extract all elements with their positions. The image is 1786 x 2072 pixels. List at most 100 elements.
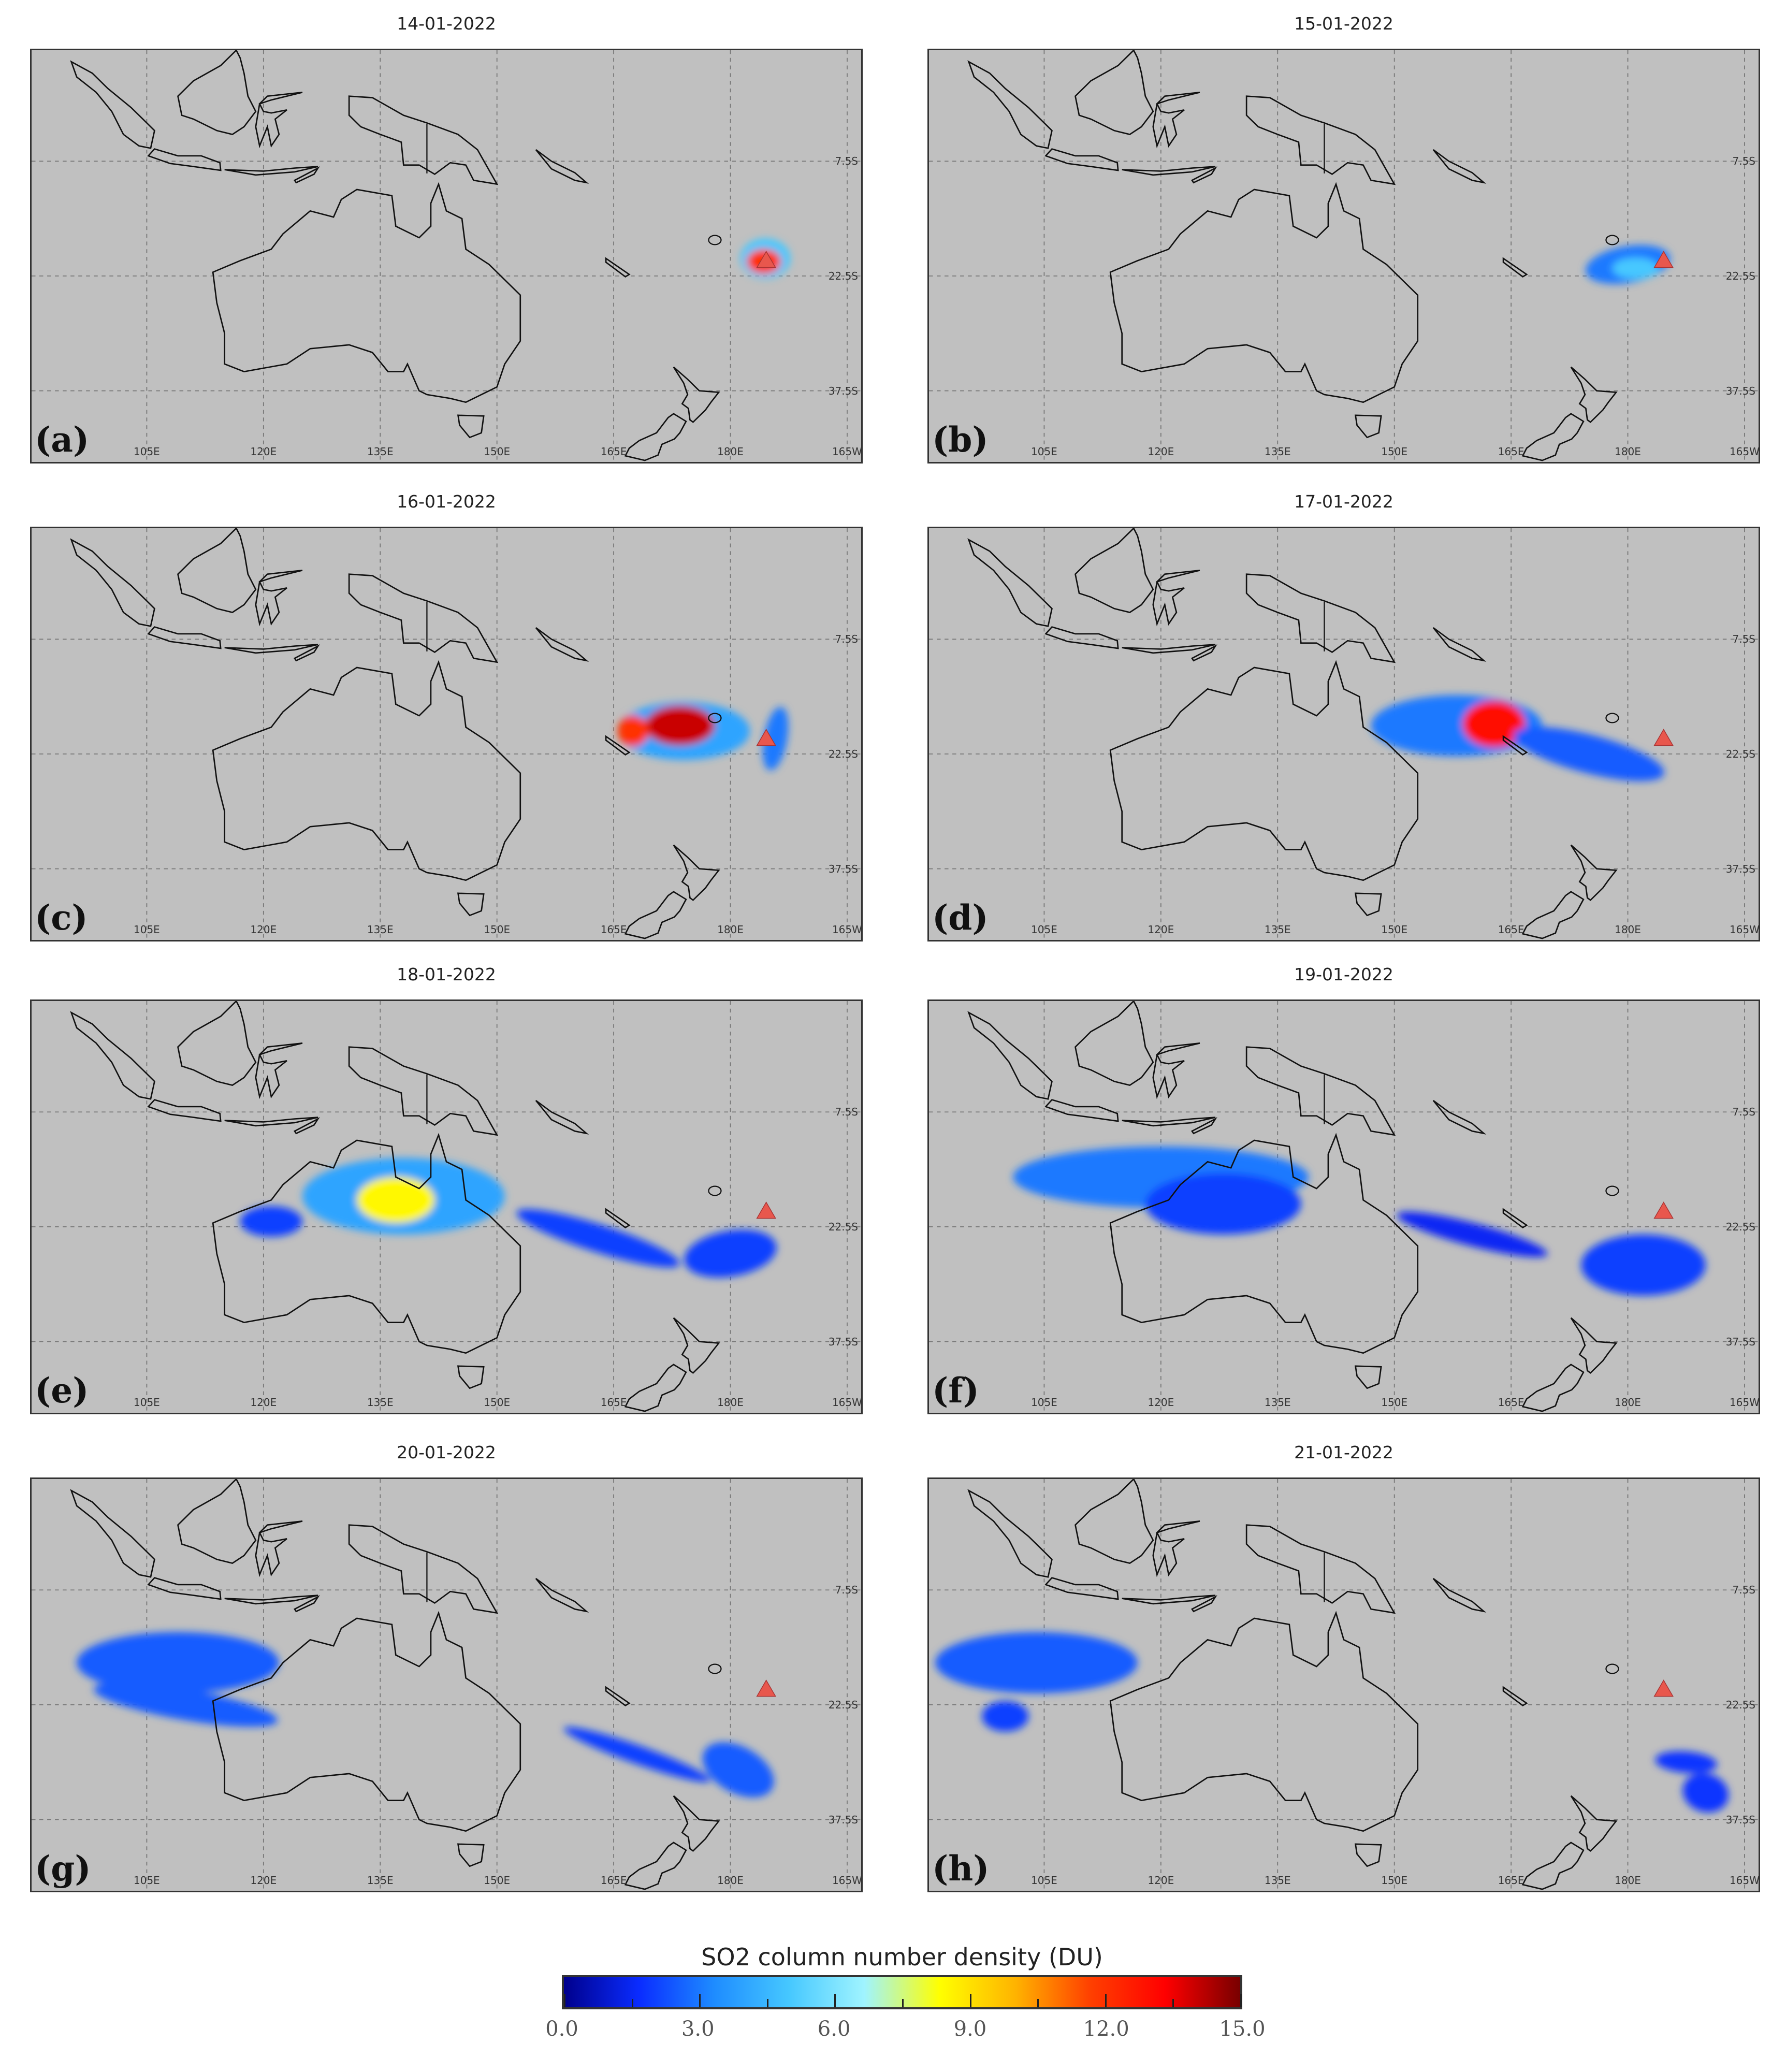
island-fiji bbox=[1605, 713, 1619, 723]
longitude-tick-label: 135E bbox=[1264, 1396, 1291, 1409]
latitude-tick-label: 37.5S bbox=[1725, 862, 1755, 875]
coastline-sulawesi bbox=[255, 91, 303, 149]
so2-plume bbox=[684, 1229, 777, 1278]
panel-date-title: 15-01-2022 bbox=[1294, 13, 1393, 34]
coastline-newcal bbox=[605, 1686, 631, 1707]
coastline-newguinea bbox=[1245, 1046, 1396, 1136]
coastline-tasmania bbox=[457, 892, 485, 917]
latitude-tick-label: 22.5S bbox=[828, 1698, 858, 1711]
coastline-australia bbox=[212, 1133, 521, 1354]
longitude-tick-label: 165E bbox=[600, 1396, 627, 1409]
coastline-java bbox=[1044, 626, 1119, 649]
latitude-tick-label: 22.5S bbox=[1725, 1220, 1755, 1233]
panel-label: (c) bbox=[35, 897, 88, 938]
coastline-sunda bbox=[224, 166, 318, 176]
coastline-sumatra bbox=[70, 1489, 155, 1578]
coastline-borneo bbox=[1074, 1001, 1154, 1086]
panel-label: (h) bbox=[932, 1848, 990, 1889]
coastline-nzs bbox=[624, 1842, 687, 1890]
longitude-tick-label: 120E bbox=[250, 445, 277, 458]
so2-plume bbox=[935, 1632, 1138, 1693]
coastline-nzs bbox=[1521, 1842, 1585, 1890]
so2-plume bbox=[762, 707, 789, 771]
coastline-java bbox=[1044, 1577, 1119, 1600]
panel-label: (e) bbox=[35, 1370, 89, 1411]
coastline-solomons bbox=[535, 149, 589, 184]
longitude-tick-label: 120E bbox=[1148, 1396, 1174, 1409]
coastline-nzn bbox=[673, 366, 720, 423]
coastline-sumatra bbox=[70, 60, 155, 149]
longitude-tick-label: 165E bbox=[1498, 923, 1524, 936]
island-fiji bbox=[708, 235, 722, 245]
volcano-triangle-icon bbox=[756, 251, 776, 268]
coastline-solomons bbox=[1432, 1100, 1487, 1135]
colorbar-tick-label: 6.0 bbox=[817, 2017, 851, 2041]
coastline-tasmania bbox=[457, 1843, 485, 1867]
latitude-tick-label: 37.5S bbox=[828, 862, 858, 875]
longitude-tick-label: 165W bbox=[832, 923, 862, 936]
colorbar-tick-label: 3.0 bbox=[681, 2017, 715, 2041]
coastline-australia bbox=[212, 1611, 521, 1832]
coastline-sunda bbox=[224, 1595, 318, 1605]
coastline-java bbox=[147, 148, 222, 171]
volcano-triangle-icon bbox=[1653, 1679, 1674, 1697]
coastline-borneo bbox=[1074, 50, 1154, 135]
longitude-tick-label: 165W bbox=[1729, 1396, 1760, 1409]
colorbar-tick-label: 12.0 bbox=[1083, 2017, 1129, 2041]
coastline-nzn bbox=[1570, 366, 1618, 423]
map-panel: 105E 120E 135E 150E 165E 180E 165W 7.5S 22.5S 37.… bbox=[30, 49, 863, 463]
coastline-nzs bbox=[1521, 413, 1585, 461]
island-fiji bbox=[1605, 1185, 1619, 1196]
panel-date-title: 16-01-2022 bbox=[397, 491, 496, 512]
colorbar-tick bbox=[1240, 1994, 1242, 2007]
coastline-sulawesi bbox=[1152, 1520, 1200, 1577]
volcano-triangle-icon bbox=[1653, 251, 1674, 268]
coastline-australia bbox=[1109, 182, 1419, 403]
coastline-java bbox=[1044, 1099, 1119, 1122]
latitude-tick-label: 37.5S bbox=[1725, 1335, 1755, 1348]
so2-plume bbox=[702, 1742, 774, 1798]
coastline-nzn bbox=[1570, 844, 1618, 901]
map-panel: 105E 120E 135E 150E 165E 180E 165W 7.5S 22.5S 37.… bbox=[30, 999, 863, 1414]
longitude-tick-label: 165W bbox=[1729, 445, 1760, 458]
latitude-tick-label: 7.5S bbox=[835, 1584, 858, 1597]
coastline-timor bbox=[1190, 1595, 1217, 1613]
coastline-newguinea bbox=[1245, 1524, 1396, 1614]
so2-plume-layer bbox=[77, 1632, 774, 1798]
longitude-tick-label: 105E bbox=[134, 1396, 160, 1409]
volcano-triangle-icon bbox=[756, 1201, 776, 1219]
coastline-sumatra bbox=[967, 538, 1053, 627]
longitude-tick-label: 165E bbox=[600, 923, 627, 936]
coastline-australia bbox=[212, 182, 521, 403]
latitude-tick-label: 37.5S bbox=[1725, 1813, 1755, 1826]
volcano-triangle-icon bbox=[756, 729, 776, 746]
longitude-tick-label: 135E bbox=[367, 1874, 394, 1887]
panel-date-title: 18-01-2022 bbox=[397, 964, 496, 984]
latitude-tick-label: 37.5S bbox=[1725, 384, 1755, 397]
coastline-sumatra bbox=[70, 538, 155, 627]
longitude-tick-label: 180E bbox=[717, 923, 744, 936]
so2-plume bbox=[1581, 1234, 1706, 1296]
coastline-australia bbox=[1109, 1611, 1419, 1832]
panel-date-title: 21-01-2022 bbox=[1294, 1442, 1393, 1462]
coastline-sunda bbox=[224, 644, 318, 654]
coastline-borneo bbox=[1074, 1479, 1154, 1564]
so2-plume-layer bbox=[1371, 695, 1664, 781]
coastline-newcal bbox=[1502, 735, 1528, 756]
latitude-tick-label: 7.5S bbox=[835, 633, 858, 646]
map-svg bbox=[32, 528, 861, 940]
coastline-solomons bbox=[1432, 627, 1487, 662]
so2-plume bbox=[1612, 257, 1659, 279]
coastline-tasmania bbox=[1354, 1365, 1382, 1389]
colorbar-tick bbox=[1037, 1999, 1039, 2007]
coastline-timor bbox=[293, 166, 320, 184]
coastline-newcal bbox=[1502, 1208, 1528, 1229]
latitude-tick-label: 22.5S bbox=[828, 747, 858, 760]
coastline-timor bbox=[293, 1117, 320, 1135]
longitude-tick-label: 150E bbox=[1381, 1874, 1408, 1887]
longitude-tick-label: 165E bbox=[600, 1874, 627, 1887]
coastline-nzs bbox=[1521, 1364, 1585, 1412]
coastline-solomons bbox=[535, 1578, 589, 1613]
coastline-tasmania bbox=[1354, 892, 1382, 917]
colorbar-tick bbox=[1172, 1999, 1174, 2007]
